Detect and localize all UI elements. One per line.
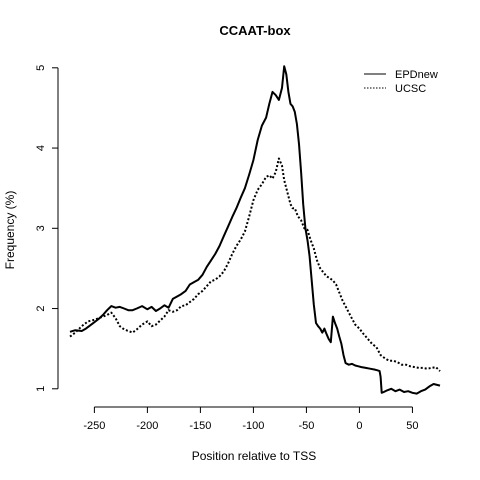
x-axis-label: Position relative to TSS: [192, 449, 317, 463]
series-line-epdnew: [69, 65, 441, 395]
y-tick-label: 2: [35, 305, 47, 311]
x-tick-label: -150: [189, 420, 211, 432]
y-tick-label: 3: [35, 225, 47, 231]
x-tick-label: 50: [406, 420, 418, 432]
x-tick-label: -100: [242, 420, 264, 432]
x-tick-label: -50: [298, 420, 314, 432]
series-line-ucsc: [69, 157, 441, 372]
series-layer: [69, 65, 441, 395]
y-tick-label: 4: [35, 145, 47, 151]
x-tick-label: -200: [136, 420, 158, 432]
x-tick-label: -250: [83, 420, 105, 432]
y-axis-label: Frequency (%): [3, 191, 17, 270]
legend: EPDnew UCSC: [364, 69, 438, 95]
axis-layer: -250 -200 -150 -100 -50 0 50 1 2 3 4 5: [35, 65, 419, 432]
y-tick-label: 5: [35, 65, 47, 71]
chart-title: CCAAT-box: [219, 23, 291, 38]
y-tick-label: 1: [35, 386, 47, 392]
legend-label: UCSC: [395, 83, 426, 95]
legend-label: EPDnew: [395, 69, 438, 81]
x-tick-label: 0: [356, 420, 362, 432]
